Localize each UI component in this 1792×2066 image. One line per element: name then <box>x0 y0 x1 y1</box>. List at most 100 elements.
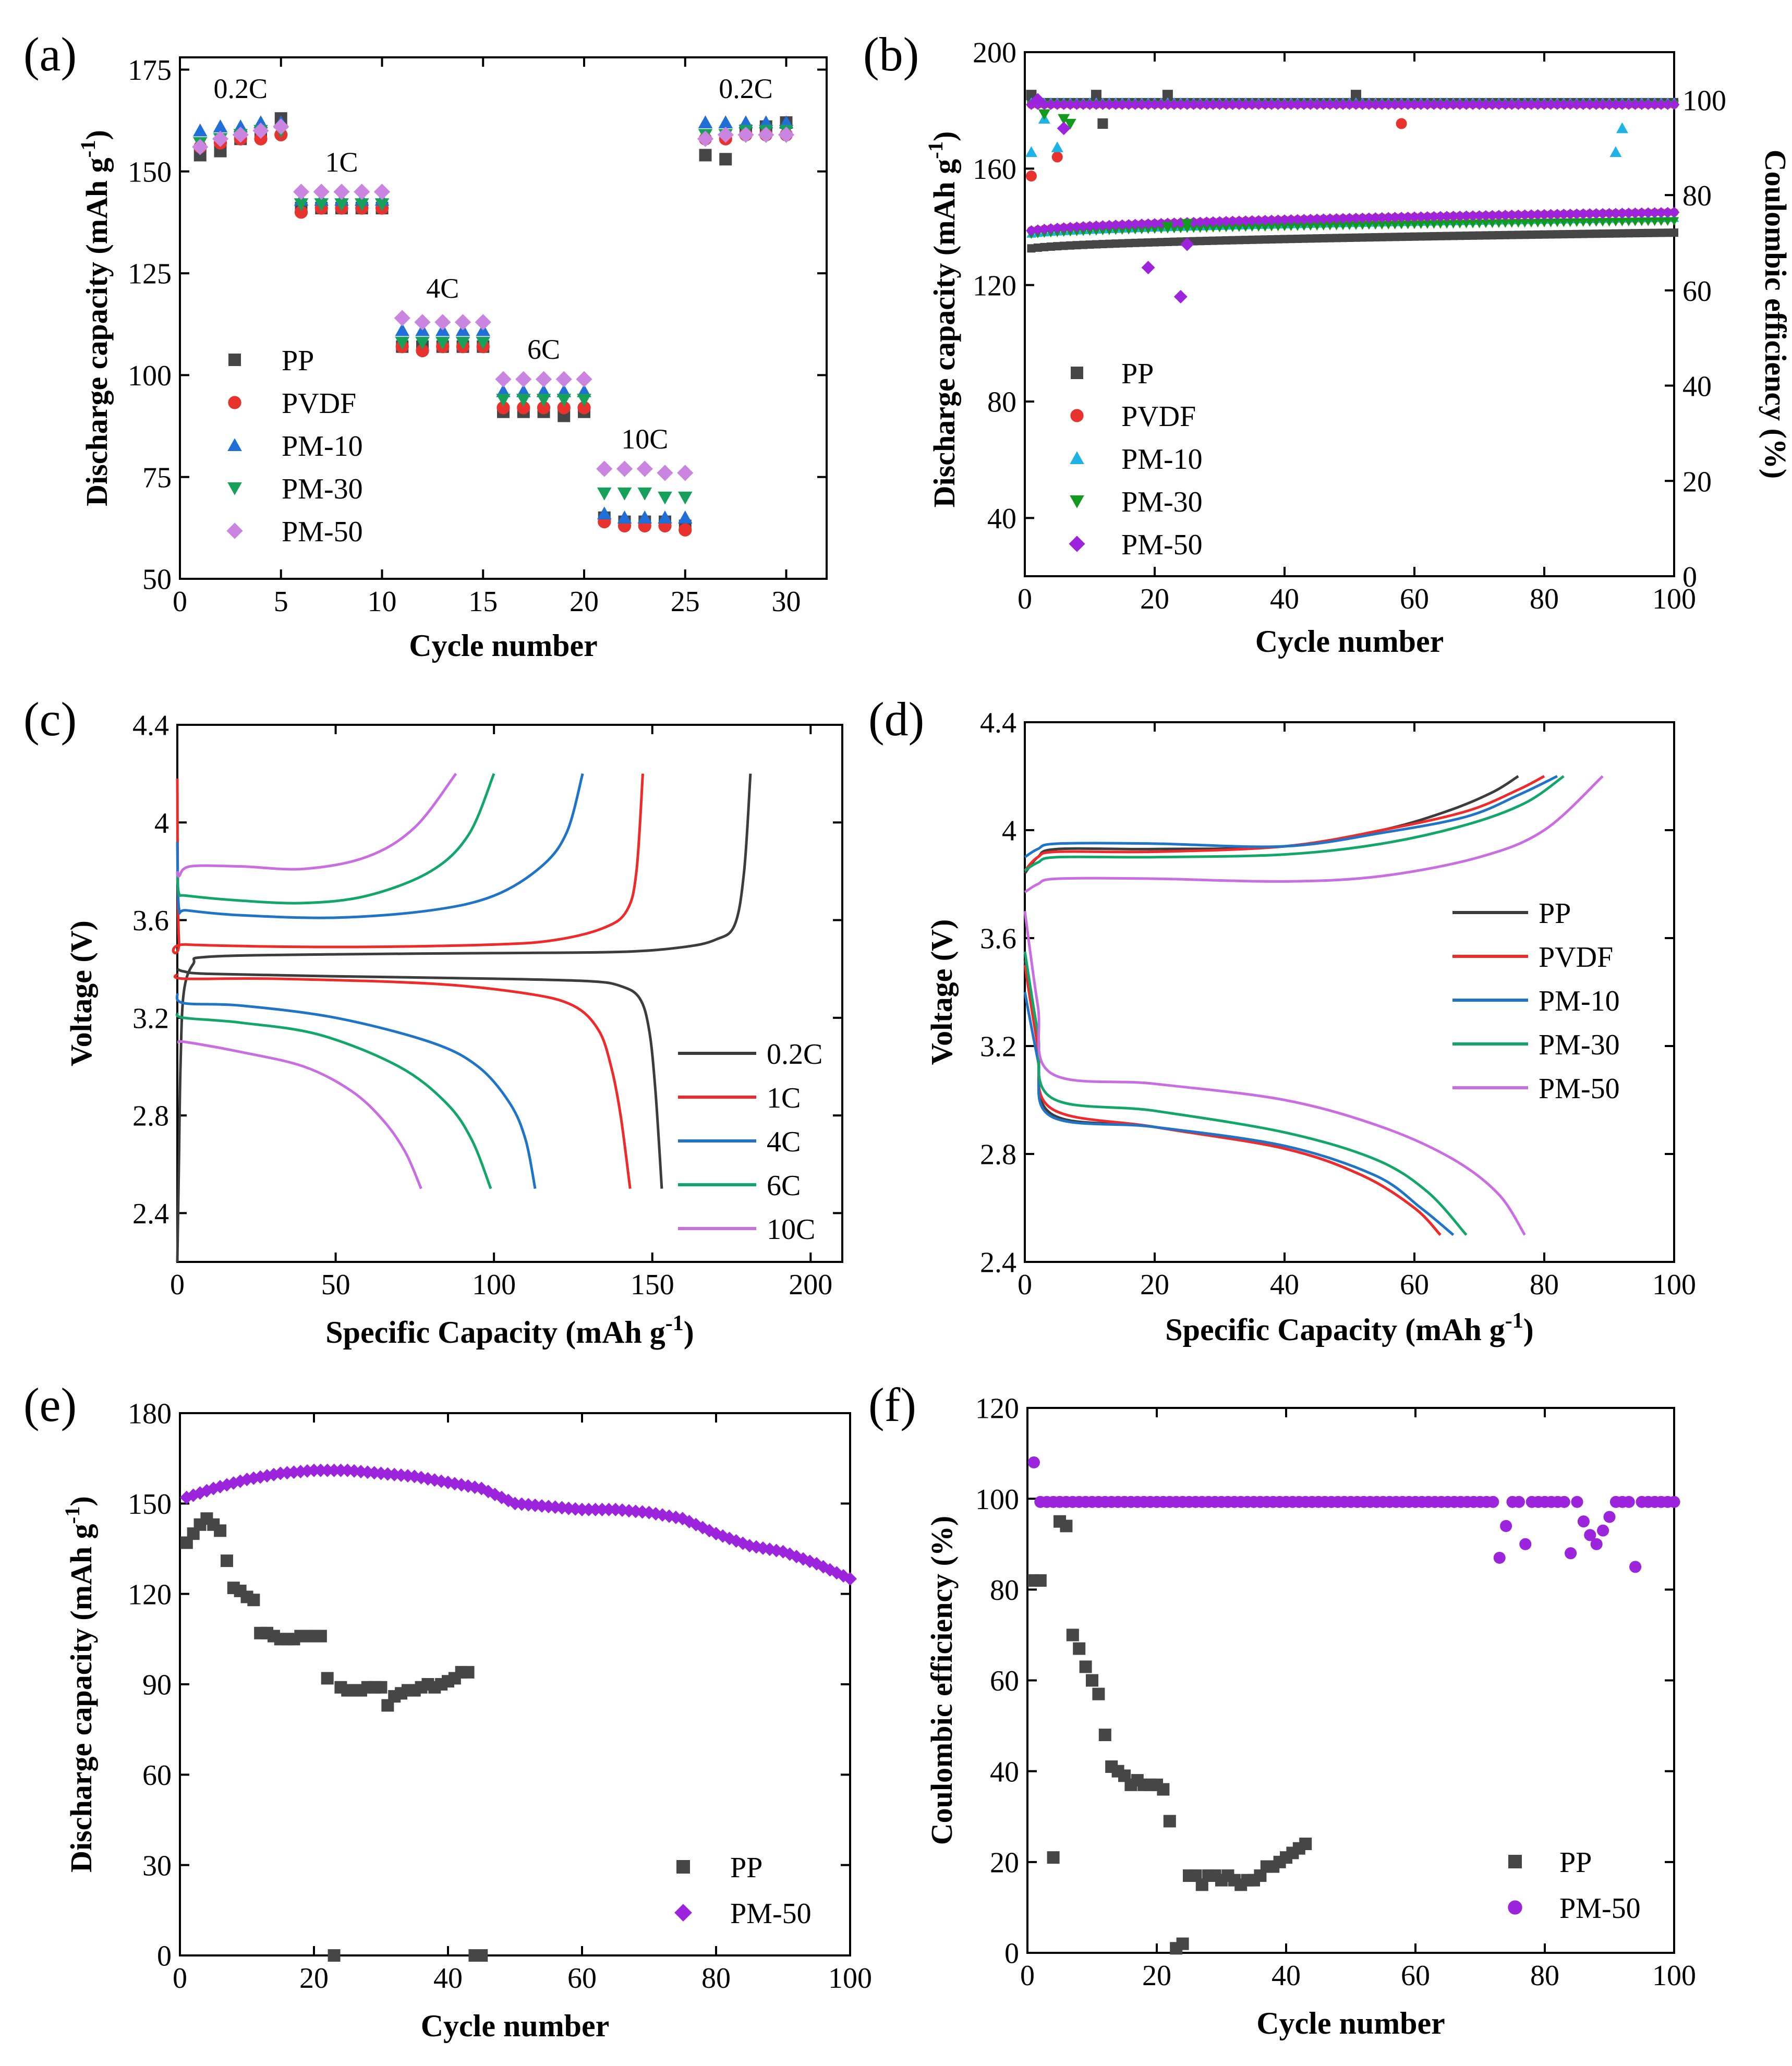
capacity-point-pm-50 <box>1597 208 1608 219</box>
capacity-outlier-pm-50 <box>1141 261 1155 275</box>
capacity-point-pp <box>1131 238 1140 247</box>
point-pm-10 <box>395 323 410 336</box>
capacity-point-pm-30 <box>1669 217 1679 226</box>
point-pm-30 <box>334 198 349 212</box>
capacity-point-pm-50 <box>1376 212 1388 223</box>
x-tick-label: 150 <box>631 1269 674 1301</box>
capacity-point-pm-30 <box>1455 220 1465 229</box>
capacity-point-pm-30 <box>1111 226 1121 235</box>
capacity-point-pm-50 <box>1149 218 1160 229</box>
y-axis-label-close: ) <box>80 130 114 140</box>
capacity-point-pp <box>1202 236 1211 245</box>
point-pm-30 <box>637 487 652 501</box>
discharge-curve-10c <box>177 1040 422 1189</box>
point-pm-50 <box>354 184 370 200</box>
efficiency-outlier-pvdf <box>1025 171 1037 182</box>
capacity-point-pm-30 <box>1637 217 1646 226</box>
efficiency-point-pm-50 <box>1642 99 1654 110</box>
x-tick-label: 20 <box>1140 583 1169 615</box>
capacity-point-pm-50 <box>1091 220 1102 232</box>
capacity-point-pm-50 <box>1104 220 1115 231</box>
efficiency-outlier-pvdf <box>1051 151 1063 163</box>
point-pp <box>1163 1815 1176 1828</box>
charge-curve-6c <box>176 773 495 905</box>
charge-curve-0.2c <box>176 773 752 1262</box>
capacity-point-pm-30 <box>1384 221 1394 230</box>
capacity-point-pm-30 <box>1149 225 1160 234</box>
point-pm-30 <box>455 336 470 350</box>
capacity-point-pp <box>1046 242 1055 251</box>
efficiency-point-pm-50 <box>1480 99 1492 110</box>
efficiency-point-pm-50 <box>1292 99 1303 110</box>
x-tick-label: 40 <box>1272 1960 1301 1992</box>
point-pm-50 <box>454 314 471 331</box>
capacity-point-pp <box>1559 230 1568 239</box>
capacity-point-pm-30 <box>1358 221 1367 230</box>
efficiency-point-pm-50 <box>1396 99 1407 110</box>
capacity-point-pm-50 <box>1097 220 1108 232</box>
efficiency-point-pm-50 <box>1512 99 1524 110</box>
point-pp <box>462 1666 475 1679</box>
y-tick-label: 40 <box>987 503 1016 535</box>
capacity-point-pm-50 <box>1363 212 1375 224</box>
y-axis-label-sup: -1 <box>924 141 947 159</box>
capacity-point-pm-50 <box>1389 212 1401 223</box>
capacity-point-pp <box>1358 233 1367 242</box>
legend-label: 4C <box>767 1126 801 1158</box>
capacity-point-pm-50 <box>1474 210 1485 221</box>
point-pm-50-outlier <box>1493 1551 1506 1564</box>
capacity-point-pm-30 <box>1630 217 1640 226</box>
capacity-point-pp <box>1287 235 1295 244</box>
efficiency-point-pm-50 <box>1383 99 1394 110</box>
capacity-point-pm-50 <box>1110 220 1121 230</box>
point-pm-50 <box>778 126 795 143</box>
capacity-point-pm-50 <box>1273 214 1284 226</box>
y2-tick-label: 80 <box>1682 180 1712 212</box>
capacity-point-pp <box>1397 233 1406 241</box>
capacity-point-pp <box>1234 236 1243 245</box>
capacity-point-pp <box>1585 229 1594 238</box>
capacity-point-pp <box>1151 238 1159 247</box>
point-pp <box>475 1949 488 1962</box>
x-axis-label-sup: -1 <box>1505 1309 1523 1333</box>
point-pm-10 <box>192 123 208 137</box>
point-pm-50 <box>1571 1496 1583 1508</box>
x-tick-label: 0 <box>173 1962 187 1995</box>
efficiency-point-pm-50 <box>1474 99 1485 110</box>
y-tick-label: 2.8 <box>132 1100 169 1133</box>
capacity-point-pm-30 <box>1130 225 1140 235</box>
point-pm-50 <box>677 465 694 481</box>
point-pm-30 <box>314 198 329 212</box>
point-pm-30 <box>476 336 491 350</box>
efficiency-point-pm-50 <box>1389 99 1401 110</box>
legend-label: PP <box>730 1852 762 1884</box>
capacity-point-pp <box>1592 229 1601 238</box>
capacity-point-pm-30 <box>1208 224 1218 233</box>
capacity-point-pp <box>1085 240 1094 249</box>
efficiency-outlier-pm-30 <box>1058 114 1070 125</box>
efficiency-point-pm-50 <box>1188 99 1200 110</box>
y2-axis-label: Coulombic efficiency (%) <box>1759 150 1792 479</box>
point-pp <box>314 1630 327 1643</box>
x-tick-label: 40 <box>1270 1269 1299 1301</box>
capacity-point-pp <box>1332 234 1341 242</box>
y-tick-label: 30 <box>142 1850 172 1882</box>
capacity-point-pp <box>1228 236 1237 245</box>
capacity-point-pm-50 <box>1298 214 1310 225</box>
capacity-point-pm-50 <box>1402 211 1413 223</box>
point-pm-30 <box>617 487 632 501</box>
point-pvdf <box>577 401 591 415</box>
capacity-point-pp <box>1215 236 1224 245</box>
legend-label: 6C <box>767 1170 801 1202</box>
capacity-point-pm-30 <box>1461 220 1471 228</box>
legend-label: PP <box>282 345 314 377</box>
capacity-point-pm-30 <box>1624 217 1634 227</box>
point-pm-30 <box>677 491 693 505</box>
capacity-point-pm-50 <box>1591 208 1602 219</box>
efficiency-point-pm-50 <box>1324 99 1336 110</box>
capacity-point-pm-50 <box>1344 213 1355 224</box>
legend-marker-pp <box>676 1860 690 1874</box>
x-tick-label: 40 <box>433 1962 463 1995</box>
legend-label: PM-10 <box>282 430 363 463</box>
efficiency-outlier-pp <box>1350 90 1361 101</box>
